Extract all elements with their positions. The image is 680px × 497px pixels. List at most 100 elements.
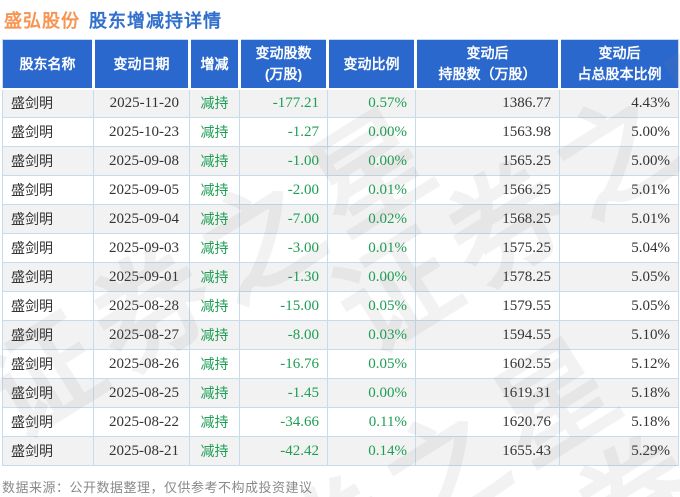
cell-ratio: 0.57%	[327, 88, 416, 118]
cell-action: 减持	[189, 320, 240, 350]
cell-pct: 5.01%	[559, 175, 679, 205]
table-row: 盛剑明 2025-08-28 减持 -15.00 0.05% 1579.55 5.05%	[2, 291, 679, 321]
cell-action: 减持	[189, 378, 240, 408]
column-header: 变动比例	[327, 39, 417, 90]
cell-after: 1575.25	[415, 233, 560, 263]
cell-name: 盛剑明	[2, 407, 94, 437]
cell-after: 1566.25	[415, 175, 560, 205]
cell-ratio: 0.00%	[327, 262, 416, 292]
cell-ratio: 0.00%	[327, 146, 416, 176]
cell-after: 1579.55	[415, 291, 560, 321]
column-header: 变动后 持股数（万股）	[415, 39, 561, 90]
header-row: 股东名称 变动日期 增减 变动股数 (万股) 变动比例 变动后 持股数（万股） 变动后 占总股本比…	[2, 39, 679, 90]
table-row: 盛剑明 2025-09-05 减持 -2.00 0.01% 1566.25 5.01%	[2, 175, 679, 205]
cell-pct: 5.18%	[559, 407, 679, 437]
cell-action: 减持	[189, 146, 240, 176]
cell-action: 减持	[189, 117, 240, 147]
column-header: 变动日期	[93, 39, 191, 90]
cell-change: -1.00	[239, 146, 328, 176]
cell-ratio: 0.00%	[327, 117, 416, 147]
cell-name: 盛剑明	[2, 378, 94, 408]
cell-action: 减持	[189, 291, 240, 321]
cell-change: -1.30	[239, 262, 328, 292]
cell-pct: 5.04%	[559, 233, 679, 263]
cell-date: 2025-09-04	[93, 204, 190, 234]
cell-date: 2025-08-27	[93, 320, 190, 350]
cell-change: -42.42	[239, 436, 328, 466]
cell-change: -8.00	[239, 320, 328, 350]
cell-ratio: 0.02%	[327, 204, 416, 234]
cell-ratio: 0.11%	[327, 407, 416, 437]
cell-ratio: 0.14%	[327, 436, 416, 466]
table-row: 盛剑明 2025-09-03 减持 -3.00 0.01% 1575.25 5.04%	[2, 233, 679, 263]
cell-after: 1386.77	[415, 88, 560, 118]
cell-date: 2025-09-05	[93, 175, 190, 205]
cell-pct: 5.01%	[559, 204, 679, 234]
cell-ratio: 0.05%	[327, 349, 416, 379]
cell-action: 减持	[189, 349, 240, 379]
cell-after: 1619.31	[415, 378, 560, 408]
cell-action: 减持	[189, 88, 240, 118]
cell-change: -15.00	[239, 291, 328, 321]
table-body: 盛剑明 2025-11-20 减持 -177.21 0.57% 1386.77 4.43% 盛…	[2, 88, 679, 466]
cell-pct: 5.00%	[559, 117, 679, 147]
cell-pct: 5.05%	[559, 291, 679, 321]
table-row: 盛剑明 2025-08-21 减持 -42.42 0.14% 1655.43 5.29%	[2, 436, 679, 466]
cell-pct: 5.10%	[559, 320, 679, 350]
cell-name: 盛剑明	[2, 262, 94, 292]
cell-pct: 5.00%	[559, 146, 679, 176]
cell-name: 盛剑明	[2, 436, 94, 466]
cell-pct: 5.12%	[559, 349, 679, 379]
table-row: 盛剑明 2025-09-01 减持 -1.30 0.00% 1578.25 5.05%	[2, 262, 679, 292]
cell-name: 盛剑明	[2, 233, 94, 263]
cell-action: 减持	[189, 175, 240, 205]
table-row: 盛剑明 2025-08-26 减持 -16.76 0.05% 1602.55 5.12%	[2, 349, 679, 379]
cell-change: -16.76	[239, 349, 328, 379]
cell-date: 2025-10-23	[93, 117, 190, 147]
shareholder-changes-table: 股东名称 变动日期 增减 变动股数 (万股) 变动比例 变动后 持股数（万股） 变动后 占总股本比…	[2, 39, 679, 466]
cell-after: 1578.25	[415, 262, 560, 292]
stock-name: 盛弘股份	[4, 11, 80, 31]
cell-pct: 5.05%	[559, 262, 679, 292]
cell-date: 2025-09-08	[93, 146, 190, 176]
cell-ratio: 0.00%	[327, 378, 416, 408]
cell-action: 减持	[189, 436, 240, 466]
cell-name: 盛剑明	[2, 88, 94, 118]
cell-after: 1655.43	[415, 436, 560, 466]
table-row: 盛剑明 2025-09-08 减持 -1.00 0.00% 1565.25 5.00%	[2, 146, 679, 176]
cell-ratio: 0.05%	[327, 291, 416, 321]
cell-date: 2025-08-26	[93, 349, 190, 379]
column-header: 变动股数 (万股)	[239, 39, 329, 90]
cell-name: 盛剑明	[2, 320, 94, 350]
cell-change: -3.00	[239, 233, 328, 263]
cell-change: -2.00	[239, 175, 328, 205]
cell-name: 盛剑明	[2, 175, 94, 205]
cell-name: 盛剑明	[2, 117, 94, 147]
cell-change: -7.00	[239, 204, 328, 234]
cell-pct: 5.18%	[559, 378, 679, 408]
cell-name: 盛剑明	[2, 146, 94, 176]
cell-change: -34.66	[239, 407, 328, 437]
cell-action: 减持	[189, 407, 240, 437]
cell-date: 2025-08-21	[93, 436, 190, 466]
cell-action: 减持	[189, 262, 240, 292]
cell-name: 盛剑明	[2, 204, 94, 234]
table-row: 盛剑明 2025-08-27 减持 -8.00 0.03% 1594.55 5.10%	[2, 320, 679, 350]
cell-name: 盛剑明	[2, 291, 94, 321]
cell-date: 2025-08-22	[93, 407, 190, 437]
cell-change: -1.27	[239, 117, 328, 147]
cell-date: 2025-11-20	[93, 88, 190, 118]
cell-action: 减持	[189, 204, 240, 234]
cell-ratio: 0.01%	[327, 233, 416, 263]
table-row: 盛剑明 2025-09-04 减持 -7.00 0.02% 1568.25 5.01%	[2, 204, 679, 234]
cell-action: 减持	[189, 233, 240, 263]
page-subtitle: 股东增减持详情	[89, 11, 222, 31]
cell-after: 1602.55	[415, 349, 560, 379]
table-row: 盛剑明 2025-08-25 减持 -1.45 0.00% 1619.31 5.18%	[2, 378, 679, 408]
cell-after: 1565.25	[415, 146, 560, 176]
cell-date: 2025-08-28	[93, 291, 190, 321]
cell-after: 1620.76	[415, 407, 560, 437]
cell-change: -1.45	[239, 378, 328, 408]
data-source-note: 数据来源：公开数据整理，仅供参考不构成投资建议	[2, 480, 313, 495]
